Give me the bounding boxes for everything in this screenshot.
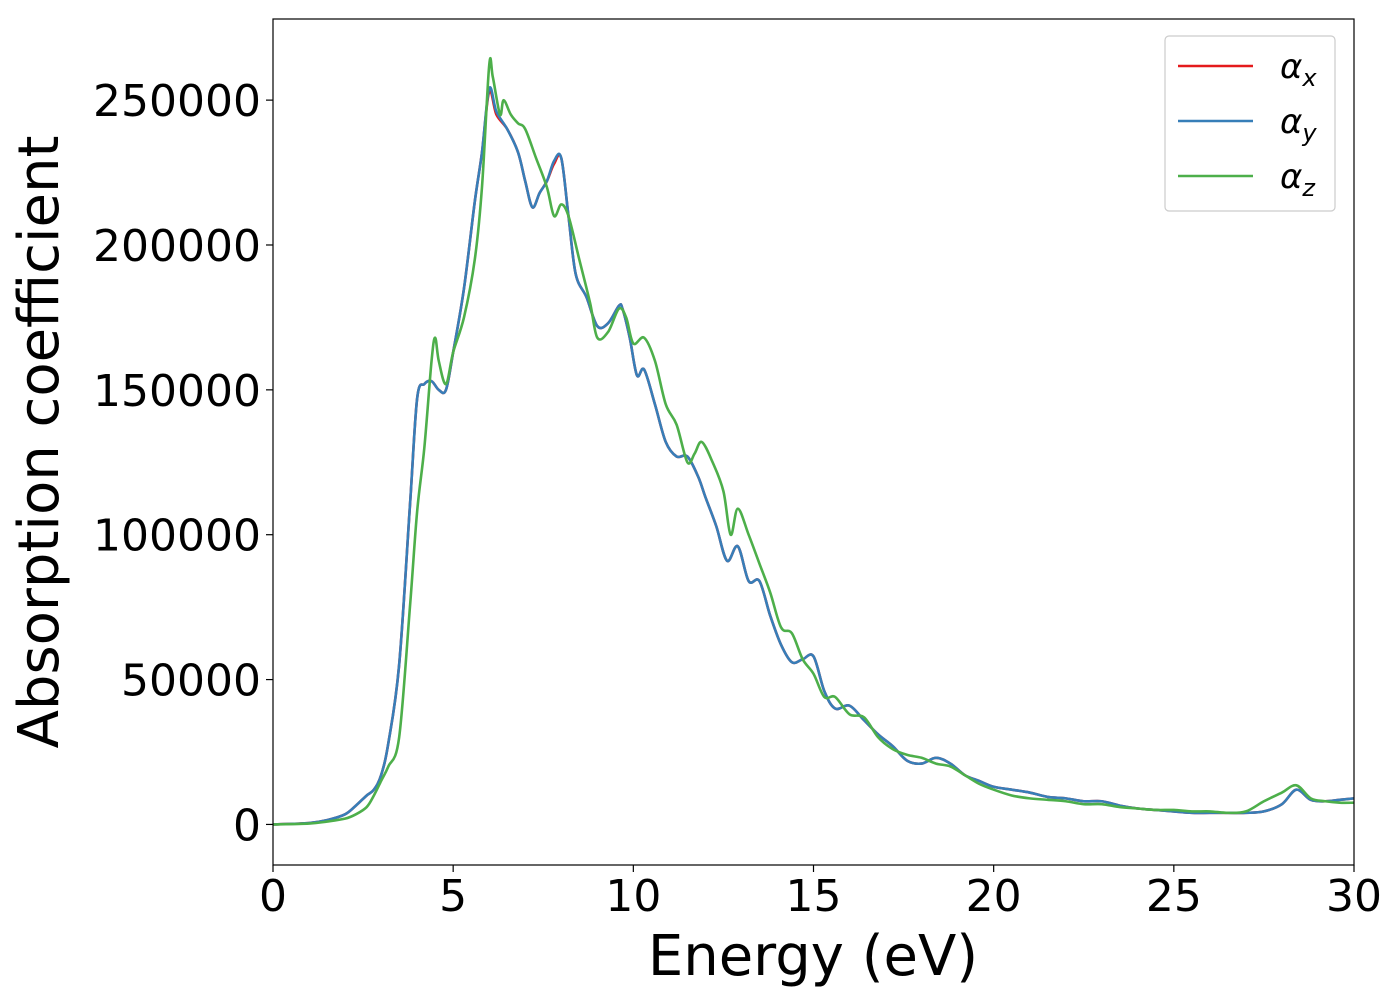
x-tick-label: 20 [966,871,1022,922]
x-tick-label: 25 [1146,871,1202,922]
legend-symbol: α [1280,157,1302,197]
legend-subscript: y [1301,119,1317,147]
y-tick-label: 150000 [93,366,261,417]
x-axis-label: Energy (eV) [648,924,978,989]
x-tick-label: 30 [1326,871,1382,922]
series-line-z [273,56,1354,826]
y-axis-label: Absorption coefficient [7,136,72,749]
x-axis: 0 5 10 15 20 25 30 [259,865,1382,922]
legend-subscript: z [1301,174,1316,202]
x-tick-label: 0 [259,871,287,922]
y-tick-label: 0 [233,800,261,851]
x-tick-label: 10 [605,871,661,922]
x-tick-label: 15 [786,871,842,922]
legend-symbol: α [1280,102,1302,142]
x-tick-label: 5 [439,871,467,922]
y-tick-label: 100000 [93,511,261,562]
legend-frame [1164,35,1336,212]
series-line-y [273,86,1354,826]
y-tick-label: 50000 [121,656,261,707]
legend-symbol: α [1280,47,1302,87]
legend-label-y: αy [1280,102,1317,147]
legend-label-x: αx [1280,47,1317,92]
y-axis: 0 50000 100000 150000 200000 250000 [93,76,273,851]
y-tick-label: 250000 [93,76,261,127]
series-layer [273,56,1354,826]
legend-subscript: x [1301,64,1317,92]
legend-label-z: αz [1280,157,1316,202]
y-tick-label: 200000 [93,221,261,272]
